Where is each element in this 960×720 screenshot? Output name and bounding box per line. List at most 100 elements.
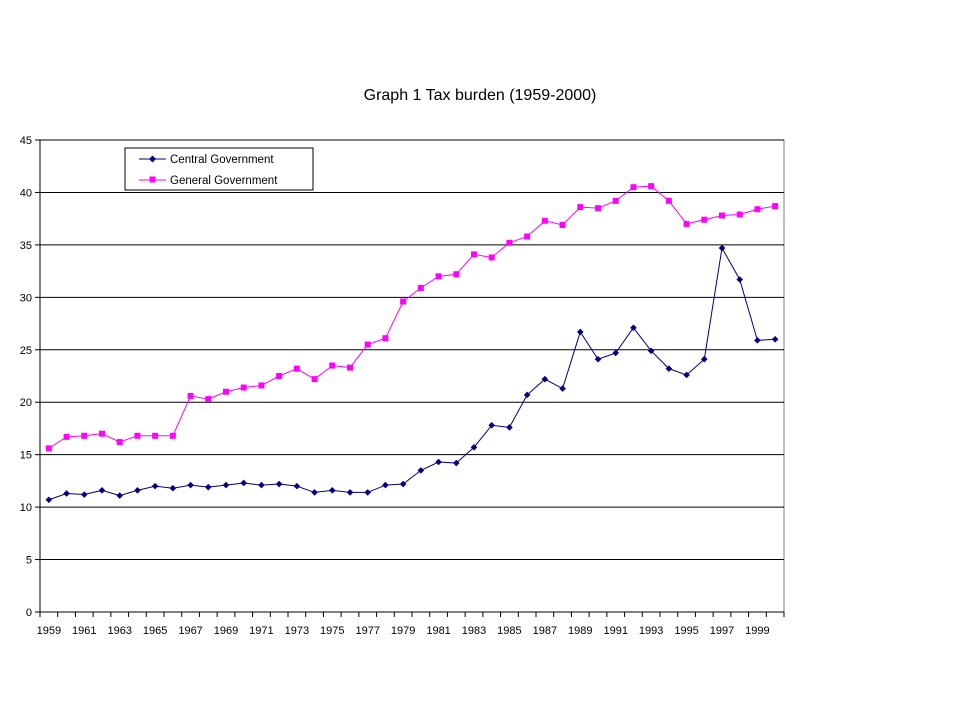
data-point-central-government — [45, 496, 53, 504]
data-point-general-government — [612, 197, 619, 204]
x-tick-label: 1989 — [568, 625, 592, 637]
data-point-central-government — [523, 391, 531, 399]
x-axis-ticks: 1959 1961 1963 1965 1967 1969 1971 1973 1975 1977… — [37, 612, 785, 637]
data-point-general-government — [754, 206, 761, 213]
data-point-general-government — [99, 430, 105, 437]
data-point-central-government — [576, 328, 584, 336]
y-tick-label: 0 — [26, 607, 32, 619]
data-point-central-government — [700, 355, 708, 363]
plot-area — [39, 139, 785, 613]
data-point-general-government — [488, 254, 495, 261]
y-tick-label: 35 — [20, 240, 32, 252]
data-point-general-government — [169, 432, 176, 439]
x-tick-label: 1959 — [37, 625, 61, 637]
data-point-central-government — [630, 324, 637, 332]
legend-marker-general — [149, 176, 156, 183]
data-point-central-government — [134, 487, 141, 494]
x-tick-label: 1983 — [462, 625, 486, 637]
x-tick-label: 1999 — [745, 625, 769, 637]
y-tick-label: 10 — [20, 502, 32, 514]
data-point-general-government — [417, 284, 424, 291]
data-point-central-government — [80, 491, 88, 498]
y-tick-label: 20 — [20, 397, 32, 409]
data-point-general-government — [81, 432, 88, 439]
x-tick-label: 1979 — [391, 625, 415, 637]
data-point-central-government — [187, 481, 194, 489]
data-point-general-government — [506, 239, 513, 246]
data-point-general-government — [719, 212, 725, 219]
data-point-central-government — [328, 487, 336, 494]
data-point-central-government — [63, 490, 70, 497]
data-point-central-government — [452, 459, 460, 467]
data-point-general-government — [559, 221, 566, 228]
data-point-general-government — [152, 432, 159, 439]
data-point-general-government — [134, 432, 141, 439]
x-tick-label: 1987 — [533, 625, 557, 637]
x-tick-label: 1969 — [214, 625, 238, 637]
legend-marker-central — [149, 155, 156, 163]
x-tick-label: 1985 — [497, 625, 521, 637]
data-point-central-government — [506, 424, 513, 431]
data-point-central-government — [399, 480, 407, 488]
data-point-general-government — [347, 364, 353, 371]
data-point-general-government — [772, 203, 779, 210]
data-point-general-government — [471, 251, 477, 258]
data-point-central-government — [771, 335, 779, 343]
data-point-central-government — [98, 487, 106, 494]
data-point-general-government — [364, 341, 371, 348]
data-point-general-government — [648, 183, 655, 190]
legend-label-central: Central Government — [170, 154, 274, 166]
x-tick-label: 1967 — [178, 625, 202, 637]
data-point-central-government — [382, 481, 389, 489]
data-point-central-government — [417, 467, 425, 474]
data-point-general-government — [577, 204, 584, 211]
data-point-central-government — [311, 489, 318, 496]
data-point-general-government — [293, 365, 300, 372]
data-point-general-government — [736, 211, 743, 218]
data-point-central-government — [151, 482, 159, 490]
series-central-government — [45, 244, 779, 504]
x-tick-label: 1973 — [285, 625, 309, 637]
x-tick-label: 1971 — [249, 625, 273, 637]
series-line-central-government — [48, 246, 776, 501]
data-point-general-government — [276, 373, 283, 379]
data-point-general-government — [116, 439, 123, 446]
data-point-general-government — [595, 205, 601, 212]
y-tick-label: 30 — [20, 292, 32, 304]
data-point-central-government — [435, 458, 442, 466]
data-point-general-government — [63, 433, 70, 440]
data-point-central-government — [364, 489, 372, 496]
x-tick-label: 1981 — [426, 625, 450, 637]
legend-label-general: General Government — [170, 175, 278, 187]
x-tick-label: 1977 — [355, 625, 379, 637]
gridlines — [40, 139, 784, 561]
x-tick-label: 1963 — [107, 625, 131, 637]
legend-box — [124, 147, 314, 191]
data-point-central-government — [754, 337, 761, 344]
data-point-central-government — [559, 385, 566, 392]
data-point-central-government — [612, 349, 620, 357]
data-point-central-government — [736, 276, 744, 283]
x-tick-label: 1961 — [72, 625, 96, 637]
series-general-government — [45, 183, 779, 452]
data-point-central-government — [665, 365, 673, 372]
x-tick-label: 1975 — [320, 625, 344, 637]
data-point-general-government — [223, 388, 229, 395]
x-tick-label: 1995 — [674, 625, 698, 637]
data-point-central-government — [647, 347, 655, 355]
data-point-general-government — [665, 197, 672, 204]
data-point-general-government — [240, 384, 247, 391]
y-tick-label: 5 — [26, 555, 32, 567]
y-tick-label: 15 — [20, 450, 32, 462]
data-point-general-government — [435, 273, 442, 280]
data-point-general-government — [205, 396, 212, 403]
data-point-central-government — [204, 483, 212, 491]
data-point-general-government — [400, 298, 407, 305]
data-point-central-government — [594, 355, 602, 363]
data-point-general-government — [630, 184, 637, 191]
data-point-general-government — [382, 335, 389, 342]
y-tick-label: 40 — [20, 187, 32, 199]
data-point-general-government — [683, 220, 690, 227]
data-point-general-government — [524, 233, 531, 240]
data-point-central-government — [258, 481, 265, 489]
